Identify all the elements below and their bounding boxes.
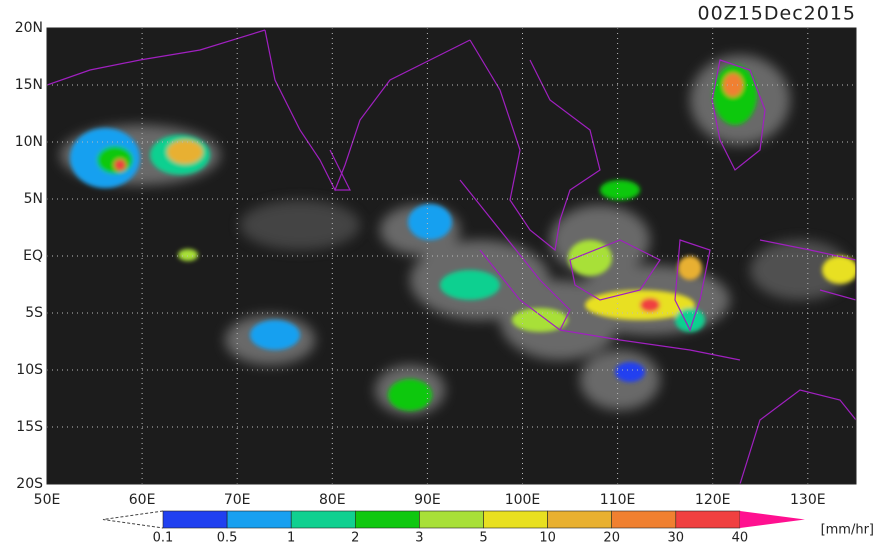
- lat-label: 10N: [15, 134, 43, 150]
- grid: [47, 28, 856, 484]
- lon-label: 90E: [414, 492, 441, 508]
- lat-label: 5S: [25, 305, 43, 321]
- lat-label: 10S: [16, 362, 43, 378]
- colorbar-label: 5: [479, 531, 487, 545]
- colorbar-label: 30: [668, 531, 685, 545]
- lon-label: 60E: [129, 492, 156, 508]
- colorbar: 0.1 0.5 1 2 3 5 10 20 30 40 [mm/hr]: [102, 510, 874, 545]
- colorbar-segment: [547, 510, 612, 529]
- colorbar-segment: [162, 510, 228, 529]
- colorbar-label: 1: [287, 531, 295, 545]
- lon-label: 130E: [790, 492, 826, 508]
- lon-label: 50E: [34, 492, 61, 508]
- lon-label: 80E: [319, 492, 346, 508]
- colorbar-under: [102, 510, 164, 529]
- lon-label: 100E: [505, 492, 541, 508]
- colorbar-segment: [226, 510, 292, 529]
- colorbar-segment: [290, 510, 356, 529]
- coastlines: [47, 29, 856, 484]
- lat-label: 20N: [15, 20, 43, 36]
- colorbar-label: 0.1: [153, 531, 174, 545]
- colorbar-segment: [611, 510, 677, 529]
- colorbar-label: 2: [351, 531, 359, 545]
- colorbar-over: [739, 511, 805, 528]
- lat-label: 15N: [15, 77, 43, 93]
- map: [47, 28, 856, 484]
- lat-label: EQ: [23, 248, 43, 264]
- colorbar-label: 0.5: [217, 531, 238, 545]
- title: 00Z15Dec2015: [698, 3, 857, 25]
- lon-label: 120E: [695, 492, 731, 508]
- colorbar-segment: [354, 510, 420, 529]
- colorbar-unit: [mm/hr]: [821, 523, 874, 538]
- map-frame: [46, 27, 857, 485]
- colorbar-segment: [483, 510, 548, 529]
- colorbar-segment: [419, 510, 484, 529]
- lon-label: 110E: [600, 492, 636, 508]
- lon-label: 70E: [224, 492, 251, 508]
- lat-label: 5N: [24, 191, 43, 207]
- colorbar-segment: [675, 510, 741, 529]
- colorbar-label: 20: [603, 531, 620, 545]
- colorbar-label: 3: [415, 531, 423, 545]
- colorbar-label: 40: [732, 531, 749, 545]
- colorbar-label: 10: [539, 531, 556, 545]
- lat-label: 15S: [16, 419, 43, 435]
- lat-label: 20S: [16, 476, 43, 492]
